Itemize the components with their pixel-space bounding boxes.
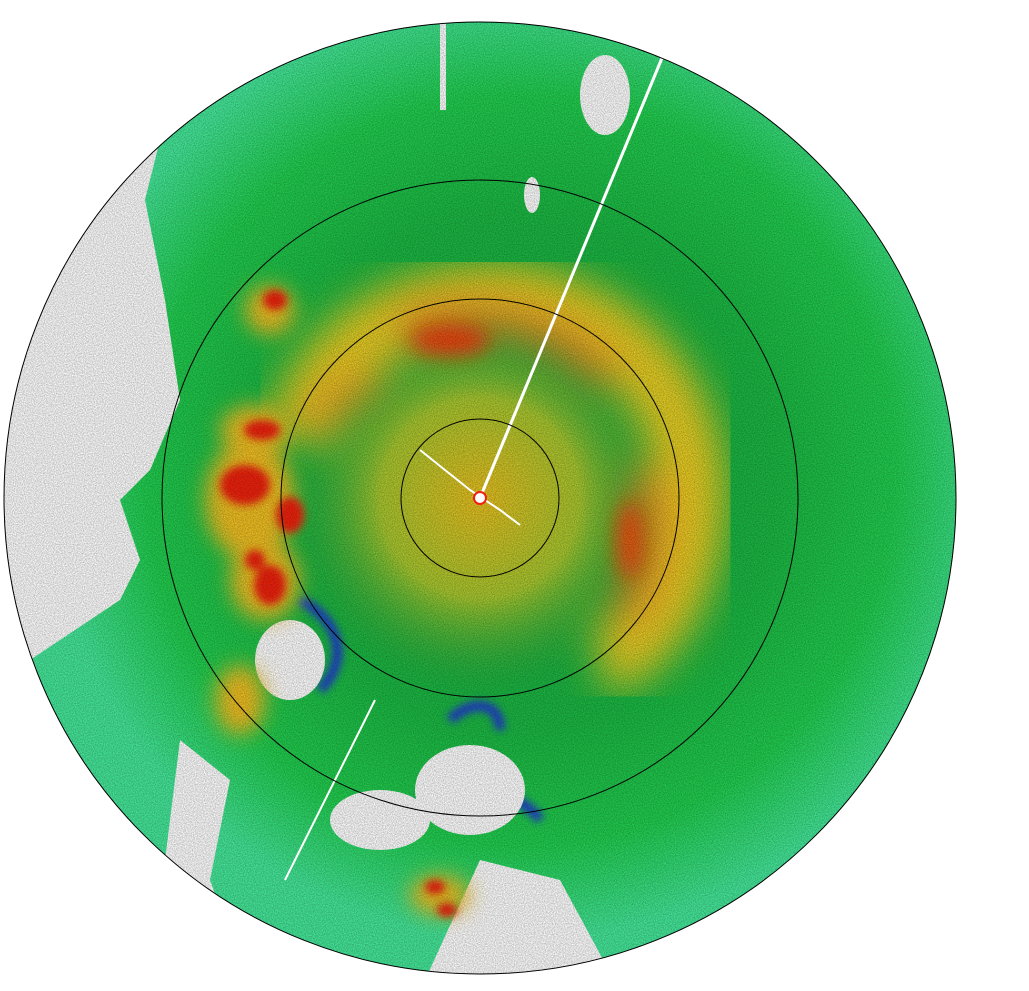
range-ring — [161, 179, 799, 817]
range-ring — [280, 298, 680, 698]
range-ring — [3, 21, 957, 975]
range-ring — [400, 418, 560, 578]
spoke — [284, 699, 376, 881]
radar-site — [473, 491, 487, 505]
range-rings — [3, 21, 957, 975]
